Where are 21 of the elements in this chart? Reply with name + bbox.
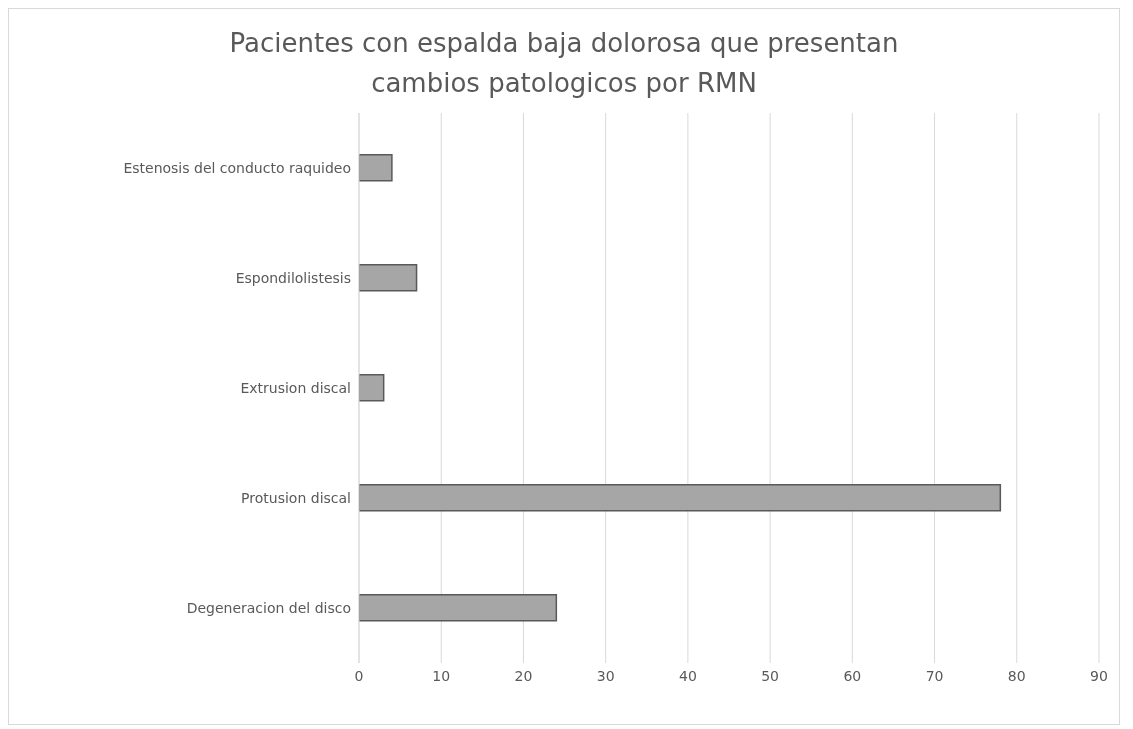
bar — [359, 154, 393, 182]
x-tick-label: 70 — [925, 667, 944, 684]
bar — [359, 264, 418, 292]
y-tick-label: Espondilolistesis — [235, 269, 351, 286]
x-tick-label: 60 — [843, 667, 862, 684]
y-tick-label: Estenosis del conducto raquideo — [123, 159, 351, 176]
x-tick-label: 40 — [678, 667, 697, 684]
x-tick-label: 10 — [432, 667, 451, 684]
y-tick-label: Extrusion discal — [240, 379, 351, 396]
bar — [359, 594, 558, 622]
chart-title: Pacientes con espalda baja dolorosa que presentan cambios patologicos por RMN — [228, 27, 900, 100]
bar — [359, 374, 385, 402]
y-tick-label: Protusion discal — [241, 489, 351, 506]
x-tick-label: 80 — [1007, 667, 1026, 684]
bar — [359, 484, 1002, 512]
y-tick-label: Degeneracion del disco — [186, 599, 351, 616]
x-tick-label: 20 — [514, 667, 533, 684]
x-tick-label: 90 — [1090, 667, 1108, 684]
x-tick-label: 50 — [761, 667, 780, 684]
x-tick-label: 0 — [354, 667, 364, 684]
x-tick-label: 30 — [596, 667, 615, 684]
